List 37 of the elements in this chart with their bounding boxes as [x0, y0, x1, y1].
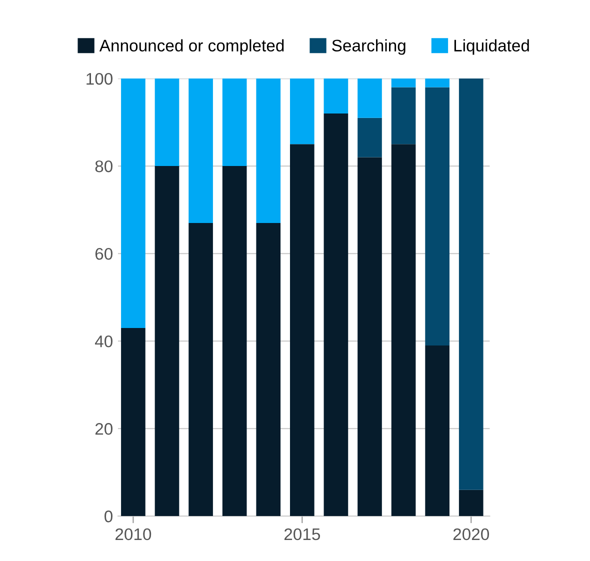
- bar: [458, 490, 484, 516]
- bar: [256, 222, 281, 516]
- bar: [256, 78, 281, 223]
- bar: [188, 222, 213, 516]
- bar: [391, 78, 416, 88]
- bar: [425, 78, 450, 88]
- bar: [222, 78, 247, 166]
- legend-label: Liquidated: [454, 39, 529, 55]
- bar: [425, 87, 450, 346]
- legend-label: Searching: [332, 39, 406, 55]
- y-tick-label: 100: [86, 72, 112, 85]
- bar: [358, 118, 382, 158]
- bar: [458, 78, 484, 490]
- y-tick-label: 0: [104, 510, 112, 522]
- y-tick-label: 40: [94, 335, 112, 348]
- bar: [391, 87, 416, 144]
- bar: [391, 144, 416, 516]
- bar: [188, 78, 213, 223]
- bar: [324, 78, 348, 114]
- bar: [121, 328, 146, 516]
- bar: [425, 345, 450, 516]
- bar: [222, 166, 247, 516]
- bar: [358, 78, 382, 118]
- y-tick-label: 60: [95, 248, 112, 260]
- bar: [290, 144, 314, 516]
- bar: [154, 166, 180, 516]
- bar: [154, 78, 180, 166]
- bar: [121, 78, 146, 328]
- y-tick-label: 80: [95, 160, 112, 172]
- bar: [358, 157, 382, 516]
- y-tick-label: 20: [95, 423, 112, 435]
- legend-label: Announced or completed: [99, 39, 284, 55]
- bar: [324, 114, 348, 516]
- x-tick-label: 2010: [116, 528, 152, 540]
- x-tick-label: 2020: [453, 528, 490, 540]
- x-tick-label: 2015: [284, 528, 320, 540]
- bar: [290, 78, 314, 144]
